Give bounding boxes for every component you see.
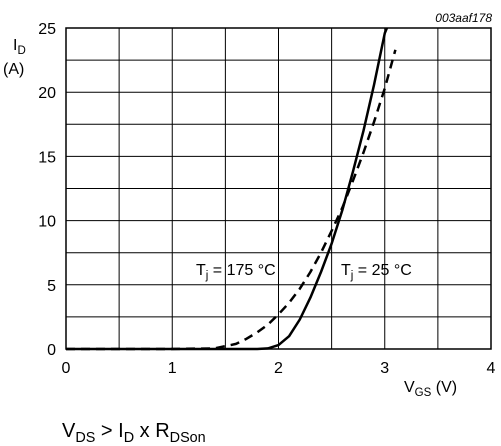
x-axis-label: VGS (V) [404, 379, 457, 399]
y-tick-label: 15 [38, 149, 56, 166]
x-tick-labels: 0 1 2 3 4 [62, 360, 496, 377]
y-tick-labels: 0 5 10 15 20 25 [38, 21, 56, 359]
y-axis-label: ID [13, 37, 26, 57]
x-tick-label: 4 [487, 360, 496, 377]
condition-text: VDS > ID x RDSon [62, 420, 206, 446]
y-tick-label: 20 [38, 85, 56, 102]
figure-code: 003aaf178 [435, 11, 492, 25]
x-tick-label: 3 [380, 360, 389, 377]
y-tick-label: 25 [38, 21, 56, 38]
y-tick-label: 0 [47, 342, 56, 359]
grid [65, 27, 492, 350]
x-tick-label: 0 [62, 360, 71, 377]
annotation-175c: Tj = 175 °C [196, 262, 276, 282]
series-lines [66, 27, 397, 351]
annotation-25c: Tj = 25 °C [341, 262, 412, 282]
y-tick-label: 5 [47, 278, 56, 295]
y-tick-label: 10 [38, 214, 56, 231]
plot-frame [65, 27, 492, 350]
series-line-175c [66, 49, 397, 351]
x-tick-label: 2 [274, 360, 283, 377]
y-axis-unit: (A) [3, 61, 24, 78]
x-tick-label: 1 [168, 360, 177, 377]
